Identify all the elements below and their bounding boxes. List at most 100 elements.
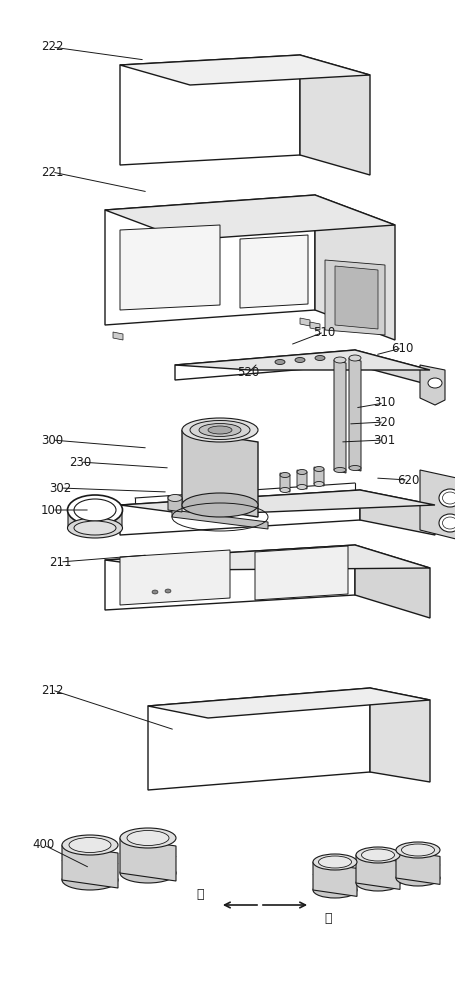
Ellipse shape xyxy=(355,847,399,863)
Text: 301: 301 xyxy=(372,434,394,446)
Polygon shape xyxy=(355,855,399,889)
Text: 100: 100 xyxy=(41,504,63,516)
Polygon shape xyxy=(313,467,324,486)
Polygon shape xyxy=(148,688,369,790)
Ellipse shape xyxy=(69,838,111,852)
Ellipse shape xyxy=(182,418,258,442)
Polygon shape xyxy=(395,850,439,884)
Polygon shape xyxy=(105,545,429,570)
Ellipse shape xyxy=(395,842,439,858)
Polygon shape xyxy=(105,195,314,325)
Ellipse shape xyxy=(296,485,306,489)
Ellipse shape xyxy=(296,470,306,475)
Ellipse shape xyxy=(190,420,249,440)
Polygon shape xyxy=(334,266,377,329)
Polygon shape xyxy=(148,688,429,718)
Ellipse shape xyxy=(120,863,176,883)
Polygon shape xyxy=(120,550,229,605)
Ellipse shape xyxy=(62,835,118,855)
Ellipse shape xyxy=(74,521,116,535)
Ellipse shape xyxy=(67,518,122,538)
Ellipse shape xyxy=(120,828,176,848)
Ellipse shape xyxy=(167,494,182,502)
Ellipse shape xyxy=(427,378,441,388)
Ellipse shape xyxy=(355,875,399,891)
Ellipse shape xyxy=(438,514,455,532)
Text: 212: 212 xyxy=(40,684,63,696)
Polygon shape xyxy=(296,470,306,489)
Polygon shape xyxy=(182,430,258,517)
Text: 610: 610 xyxy=(390,342,412,355)
Ellipse shape xyxy=(294,358,304,362)
Text: 前: 前 xyxy=(324,912,331,924)
Polygon shape xyxy=(309,322,319,330)
Ellipse shape xyxy=(127,830,169,846)
Ellipse shape xyxy=(62,870,118,890)
Polygon shape xyxy=(333,360,345,473)
Text: 230: 230 xyxy=(69,456,91,468)
Ellipse shape xyxy=(333,468,345,473)
Polygon shape xyxy=(324,260,384,335)
Ellipse shape xyxy=(312,882,356,898)
Ellipse shape xyxy=(318,856,351,868)
Polygon shape xyxy=(120,838,176,881)
Polygon shape xyxy=(314,195,394,340)
Polygon shape xyxy=(120,490,359,535)
Text: 520: 520 xyxy=(236,366,258,379)
Ellipse shape xyxy=(333,357,345,363)
Polygon shape xyxy=(369,688,429,782)
Polygon shape xyxy=(120,55,369,85)
Ellipse shape xyxy=(279,473,289,478)
Ellipse shape xyxy=(361,849,394,861)
Polygon shape xyxy=(279,473,289,492)
Polygon shape xyxy=(299,55,369,175)
Polygon shape xyxy=(239,235,307,308)
Polygon shape xyxy=(359,490,434,535)
Ellipse shape xyxy=(207,426,232,434)
Ellipse shape xyxy=(400,844,434,856)
Text: 400: 400 xyxy=(33,838,55,852)
Polygon shape xyxy=(120,490,434,515)
Ellipse shape xyxy=(279,488,289,492)
Polygon shape xyxy=(299,318,309,326)
Polygon shape xyxy=(120,55,299,165)
Text: 320: 320 xyxy=(372,416,394,428)
Ellipse shape xyxy=(313,482,324,487)
Text: 302: 302 xyxy=(49,482,71,494)
Ellipse shape xyxy=(274,360,284,364)
Polygon shape xyxy=(348,358,360,471)
Text: 620: 620 xyxy=(396,474,418,487)
Ellipse shape xyxy=(182,493,258,517)
Text: 221: 221 xyxy=(40,165,63,178)
Ellipse shape xyxy=(314,356,324,360)
Ellipse shape xyxy=(348,466,360,471)
Ellipse shape xyxy=(348,355,360,361)
Ellipse shape xyxy=(198,424,241,436)
Ellipse shape xyxy=(74,499,116,521)
Text: 300: 300 xyxy=(41,434,63,446)
Text: 211: 211 xyxy=(49,556,71,568)
Polygon shape xyxy=(312,862,356,896)
Ellipse shape xyxy=(438,489,455,507)
Polygon shape xyxy=(167,496,182,512)
Text: 510: 510 xyxy=(312,326,334,338)
Ellipse shape xyxy=(313,466,324,472)
Polygon shape xyxy=(62,845,118,888)
Ellipse shape xyxy=(67,495,122,525)
Polygon shape xyxy=(68,510,122,532)
Ellipse shape xyxy=(395,870,439,886)
Polygon shape xyxy=(175,350,354,380)
Polygon shape xyxy=(120,225,219,310)
Ellipse shape xyxy=(152,590,157,594)
Ellipse shape xyxy=(312,854,356,870)
Text: 222: 222 xyxy=(40,40,63,53)
Polygon shape xyxy=(254,546,347,600)
Polygon shape xyxy=(175,350,429,370)
Polygon shape xyxy=(113,332,123,340)
Polygon shape xyxy=(419,365,444,405)
Polygon shape xyxy=(354,545,429,618)
Polygon shape xyxy=(419,470,455,542)
Polygon shape xyxy=(105,195,394,240)
Polygon shape xyxy=(172,510,268,529)
Text: 310: 310 xyxy=(372,396,394,410)
